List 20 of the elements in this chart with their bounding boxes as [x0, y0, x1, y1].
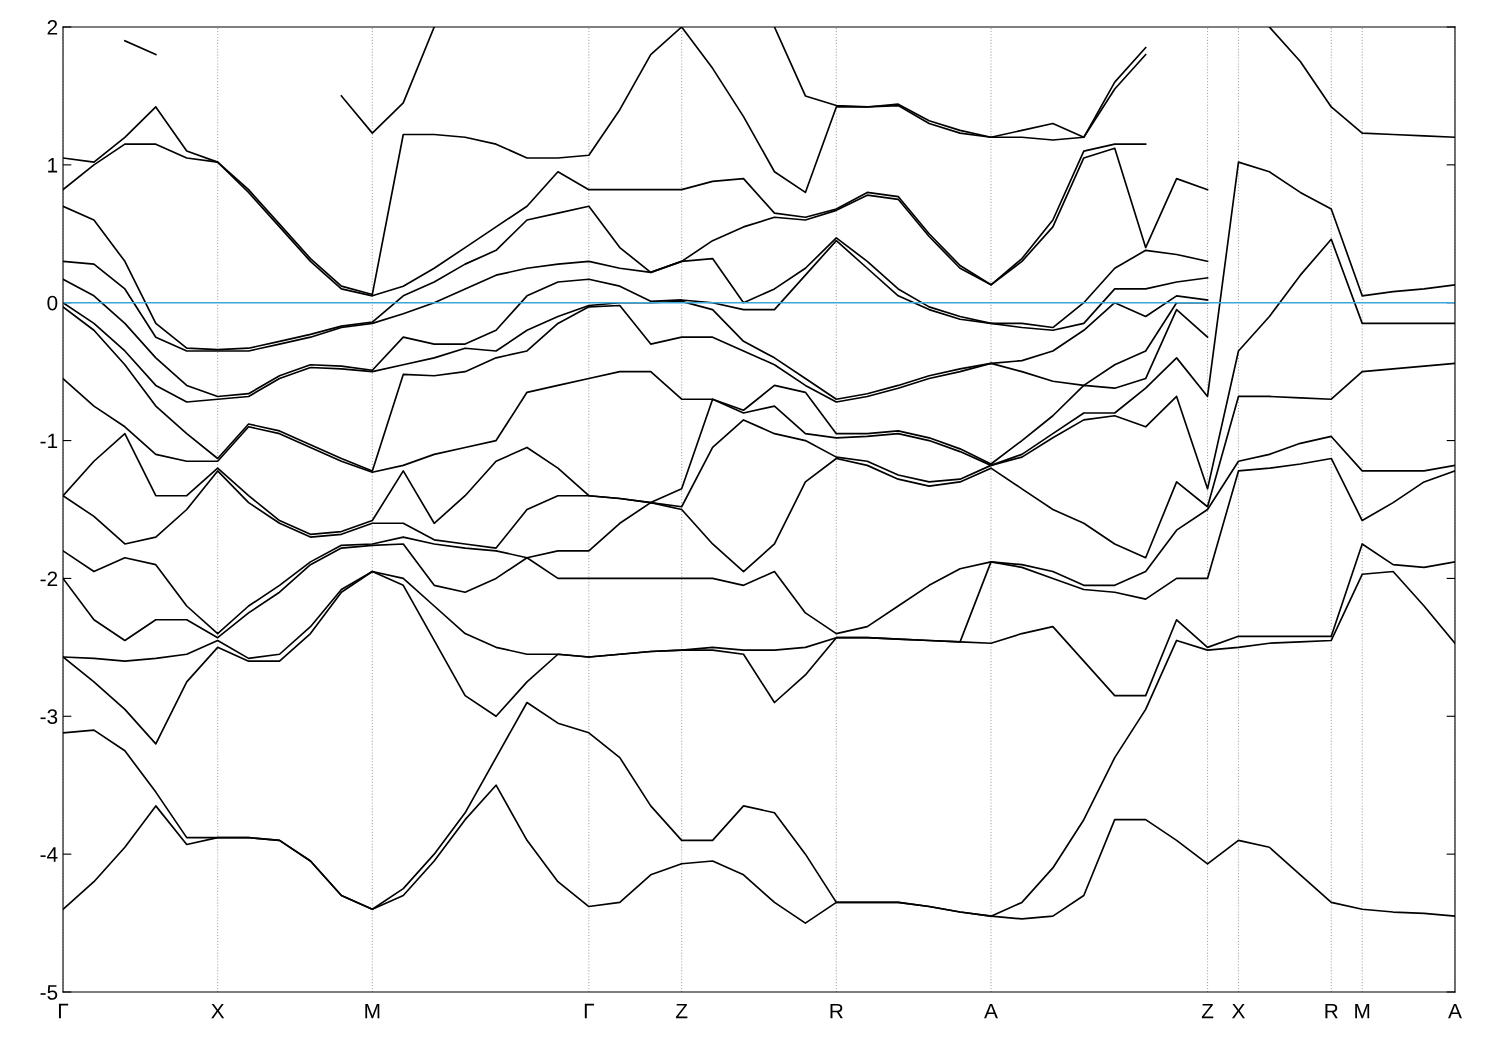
x-tick-label: Γ: [584, 1003, 595, 1019]
x-tick-label: Z: [1201, 1003, 1214, 1019]
y-tick-label: -2: [40, 571, 58, 586]
y-tick-label: 0: [47, 295, 58, 311]
y-tick-label: -1: [40, 433, 58, 449]
x-tick-label: M: [365, 1003, 380, 1019]
x-tick-label: R: [1325, 1003, 1338, 1019]
x-tick-label: M: [1355, 1003, 1370, 1019]
y-tick-label: -5: [40, 985, 58, 1000]
x-tick-label: Z: [675, 1003, 688, 1019]
x-tick-label: Γ: [58, 1003, 69, 1019]
x-tick-label: X: [1231, 1003, 1245, 1019]
x-tick-label: X: [211, 1003, 225, 1019]
x-tick-label: R: [830, 1003, 843, 1019]
x-tick-label: A: [1448, 1003, 1462, 1019]
y-tick-label: 2: [47, 20, 58, 35]
y-tick-label: -3: [40, 709, 58, 725]
y-tick-label: -4: [40, 847, 58, 862]
y-tick-label: 1: [48, 158, 58, 173]
x-tick-label: A: [984, 1003, 998, 1019]
